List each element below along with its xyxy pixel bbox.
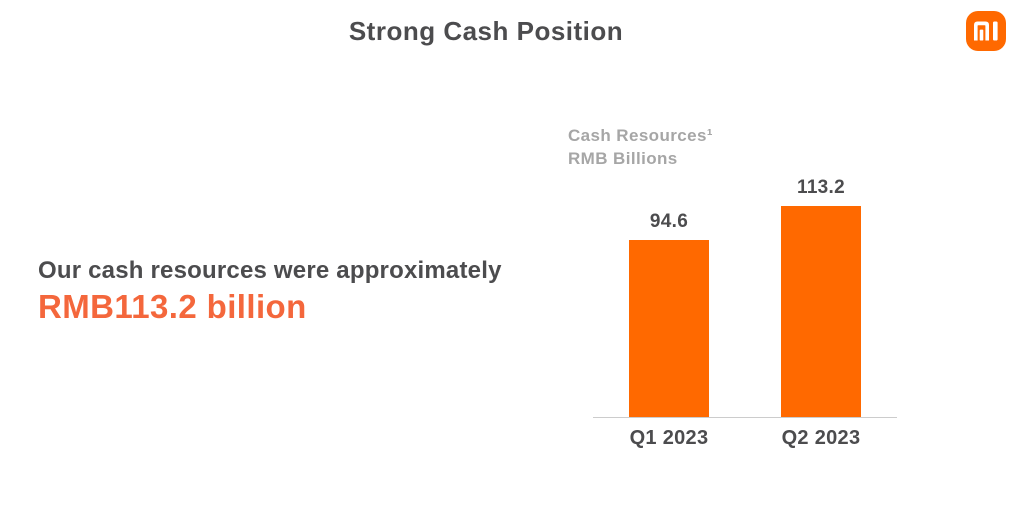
bar-chart-bars: 94.6 113.2 — [593, 170, 897, 417]
chart-heading: Cash Resources¹ RMB Billions — [568, 124, 940, 170]
bar-chart-xlabels: Q1 2023 Q2 2023 — [593, 418, 897, 450]
bar-value-label: 94.6 — [649, 211, 689, 232]
highlight-lead-text: Our cash resources were approximately — [38, 257, 502, 284]
highlight-value: RMB113.2 billion — [38, 288, 307, 325]
bar — [781, 206, 861, 417]
bar-chart-plot: 94.6 113.2 Q1 2023 Q2 2023 — [593, 170, 897, 450]
header: Strong Cash Position — [0, 16, 972, 47]
xiaomi-mi-logo-icon — [966, 11, 1006, 51]
bar — [629, 240, 709, 417]
highlight-statement: Our cash resources were approximately RM… — [38, 256, 502, 326]
bar-group: 94.6 — [593, 211, 745, 417]
mi-logo-svg — [966, 11, 1006, 51]
x-axis-label: Q1 2023 — [629, 427, 709, 449]
x-axis-line — [593, 417, 897, 418]
bar-value-label: 113.2 — [797, 177, 845, 198]
bar-group: 113.2 — [745, 177, 897, 417]
cash-resources-chart: Cash Resources¹ RMB Billions 94.6 113.2 Q… — [560, 110, 940, 470]
page-title: Strong Cash Position — [348, 16, 624, 46]
x-axis-label: Q2 2023 — [781, 427, 861, 449]
chart-title: Cash Resources¹ — [568, 126, 713, 145]
chart-subtitle: RMB Billions — [568, 149, 678, 168]
